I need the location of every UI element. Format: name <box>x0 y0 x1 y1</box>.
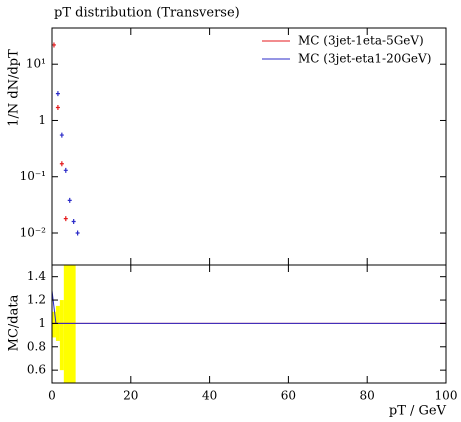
y-axis-label: 1/N dN/dpT <box>7 49 22 127</box>
plot-area <box>52 265 446 383</box>
plot-area <box>52 42 80 236</box>
frame <box>51 264 447 384</box>
y-tick-label: 1.2 <box>27 293 46 307</box>
y-tick-label: 1 <box>38 316 46 330</box>
legend-label: MC (3jet-1eta-5GeV) <box>298 34 424 48</box>
x-tick-label: 20 <box>123 389 138 403</box>
y-tick-label: 10¹ <box>26 57 46 71</box>
data-point <box>75 230 80 236</box>
data-point <box>63 167 68 173</box>
y-tick-label: 10⁻¹ <box>20 169 46 183</box>
data-point <box>59 161 64 167</box>
y-tick-label: 1 <box>38 113 46 127</box>
x-tick-label: 60 <box>281 389 296 403</box>
y-tick-label: 10⁻² <box>20 226 47 240</box>
data-point <box>67 197 72 203</box>
uncertainty-band <box>63 265 76 383</box>
x-tick-label: 100 <box>435 389 458 403</box>
x-tick-label: 0 <box>48 389 56 403</box>
y-tick-label: 1.4 <box>27 269 46 283</box>
chart-title: pT distribution (Transverse) <box>54 6 240 21</box>
y-tick-label: 0.6 <box>27 363 46 377</box>
x-axis-label: pT / GeV <box>389 404 447 419</box>
uncertainty-band <box>52 311 56 338</box>
data-point <box>63 216 68 222</box>
data-point <box>55 105 60 111</box>
legend-label: MC (3jet-eta1-20GeV) <box>298 52 431 66</box>
ratio-axis-label: MC/data <box>7 294 22 351</box>
data-point <box>71 219 76 225</box>
data-point <box>55 91 60 97</box>
uncertainty-band <box>59 300 64 371</box>
data-point <box>52 42 56 48</box>
x-tick-label: 40 <box>202 389 217 403</box>
ratio-line <box>52 290 446 324</box>
data-point <box>59 132 64 138</box>
y-tick-label: 0.8 <box>27 339 46 353</box>
x-tick-label: 80 <box>360 389 375 403</box>
